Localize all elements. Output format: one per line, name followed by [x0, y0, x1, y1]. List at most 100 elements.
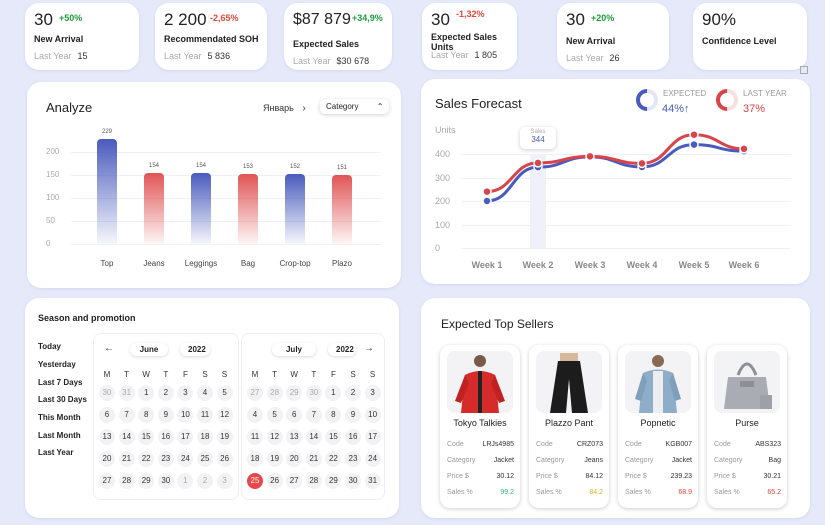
calendar-day[interactable]: 7	[118, 407, 135, 423]
preset-last-30-days[interactable]: Last 30 Days	[38, 395, 87, 404]
calendar-day[interactable]: 25	[197, 451, 213, 467]
calendar-day[interactable]: 21	[305, 451, 322, 467]
calendar-day[interactable]: 19	[216, 429, 233, 445]
calendar-day[interactable]: 27	[99, 473, 115, 489]
series-point[interactable]	[739, 144, 749, 154]
calendar-day[interactable]: 28	[305, 473, 322, 489]
calendar-day[interactable]: 20	[99, 451, 115, 467]
calendar-day[interactable]: 5	[216, 385, 233, 401]
calendar-day[interactable]: 26	[266, 473, 283, 489]
series-point[interactable]	[585, 151, 595, 162]
expand-icon[interactable]	[800, 66, 808, 74]
calendar-day[interactable]: 20	[286, 451, 303, 467]
calendar-day[interactable]: 15	[325, 429, 342, 445]
category-dropdown[interactable]: Category ⌃	[320, 99, 390, 114]
calendar-day[interactable]: 17	[177, 429, 194, 445]
calendar-day[interactable]: 26	[216, 451, 233, 467]
calendar-day[interactable]: 29	[325, 473, 342, 489]
calendar-day[interactable]: 11	[197, 407, 213, 423]
calendar-day[interactable]: 28	[266, 385, 283, 401]
calendar-day[interactable]: 9	[157, 407, 174, 423]
month-pill-june[interactable]: June	[130, 343, 168, 356]
calendar-day[interactable]: 30	[305, 385, 322, 401]
calendar-day[interactable]: 15	[138, 429, 155, 445]
year-pill-june[interactable]: 2022	[180, 343, 210, 356]
chevron-right-icon[interactable]: ›	[302, 103, 306, 114]
calendar-day[interactable]: 6	[286, 407, 303, 423]
calendar-day[interactable]: 27	[286, 473, 303, 489]
calendar-day[interactable]: 29	[138, 473, 155, 489]
calendar-day[interactable]: 30	[345, 473, 361, 489]
series-point[interactable]	[482, 196, 492, 206]
calendar-day[interactable]: 13	[99, 429, 115, 445]
arrow-right-icon[interactable]: →	[364, 343, 374, 354]
calendar-day[interactable]: 9	[345, 407, 361, 423]
calendar-day[interactable]: 23	[157, 451, 174, 467]
calendar-day[interactable]: 4	[197, 385, 213, 401]
calendar-day[interactable]: 5	[266, 407, 283, 423]
calendar-day[interactable]: 8	[325, 407, 342, 423]
preset-last-year[interactable]: Last Year	[38, 448, 74, 457]
calendar-day[interactable]: 25	[247, 473, 263, 489]
analyze-card: Analyze Январь › Category ⌃ 200 150 100 50 0…	[27, 82, 401, 288]
series-point[interactable]	[533, 158, 543, 168]
series-point[interactable]	[482, 186, 492, 197]
preset-last-month[interactable]: Last Month	[38, 431, 81, 440]
calendar-day[interactable]: 3	[216, 473, 233, 489]
calendar-day[interactable]: 22	[138, 451, 155, 467]
calendar-day[interactable]: 19	[266, 451, 283, 467]
calendar-day[interactable]: 2	[157, 385, 174, 401]
calendar-day[interactable]: 18	[247, 451, 263, 467]
calendar-day[interactable]: 30	[99, 385, 115, 401]
calendar-day[interactable]: 28	[118, 473, 135, 489]
calendar-day[interactable]: 31	[364, 473, 381, 489]
calendar-day[interactable]: 1	[325, 385, 342, 401]
calendar-day[interactable]: 6	[99, 407, 115, 423]
calendar-day[interactable]: 30	[157, 473, 174, 489]
product-card[interactable]: Popnetic Code KGB007 Category Jacket Price $ 2…	[618, 345, 698, 508]
calendar-day[interactable]: 16	[345, 429, 361, 445]
calendar-day[interactable]: 4	[247, 407, 263, 423]
calendar-day[interactable]: 21	[118, 451, 135, 467]
calendar-day[interactable]: 13	[286, 429, 303, 445]
calendar-day[interactable]: 3	[177, 385, 194, 401]
series-point[interactable]	[637, 158, 647, 169]
calendar-day[interactable]: 17	[364, 429, 381, 445]
calendar-day[interactable]: 1	[177, 473, 194, 489]
calendar-day[interactable]: 24	[177, 451, 194, 467]
preset-last-7-days[interactable]: Last 7 Days	[38, 378, 83, 387]
product-card[interactable]: Tokyo Talkies Code LRJs4985 Category Jacket P…	[440, 345, 520, 508]
calendar-day[interactable]: 7	[305, 407, 322, 423]
calendar-day[interactable]: 29	[286, 385, 303, 401]
calendar-day[interactable]: 23	[345, 451, 361, 467]
preset-today[interactable]: Today	[38, 342, 61, 351]
calendar-day[interactable]: 12	[266, 429, 283, 445]
month-selector[interactable]: Январь ›	[263, 103, 306, 114]
series-point[interactable]	[689, 129, 699, 140]
preset-yesterday[interactable]: Yesterday	[38, 360, 76, 369]
month-pill-july[interactable]: July	[272, 343, 316, 356]
calendar-day[interactable]: 31	[118, 385, 135, 401]
preset-this-month[interactable]: This Month	[38, 413, 81, 422]
calendar-day[interactable]: 10	[364, 407, 381, 423]
series-point[interactable]	[689, 139, 699, 150]
calendar-day[interactable]: 8	[138, 407, 155, 423]
calendar-day[interactable]: 22	[325, 451, 342, 467]
calendar-day[interactable]: 2	[345, 385, 361, 401]
year-pill-july[interactable]: 2022	[328, 343, 356, 356]
calendar-day[interactable]: 2	[197, 473, 213, 489]
calendar-day[interactable]: 12	[216, 407, 233, 423]
calendar-day[interactable]: 16	[157, 429, 174, 445]
arrow-left-icon[interactable]: ←	[104, 343, 114, 354]
calendar-day[interactable]: 14	[305, 429, 322, 445]
calendar-day[interactable]: 18	[197, 429, 213, 445]
calendar-day[interactable]: 11	[247, 429, 263, 445]
product-card[interactable]: Purse Code ABS323 Category Bag Price $ 30.21 Sa…	[707, 345, 787, 508]
calendar-day[interactable]: 24	[364, 451, 381, 467]
product-card[interactable]: Plazzo Pant Code CRZ073 Category Jeans Price …	[529, 345, 609, 508]
calendar-day[interactable]: 3	[364, 385, 381, 401]
calendar-day[interactable]: 14	[118, 429, 135, 445]
calendar-day[interactable]: 27	[247, 385, 263, 401]
calendar-day[interactable]: 10	[177, 407, 194, 423]
calendar-day[interactable]: 1	[138, 385, 155, 401]
